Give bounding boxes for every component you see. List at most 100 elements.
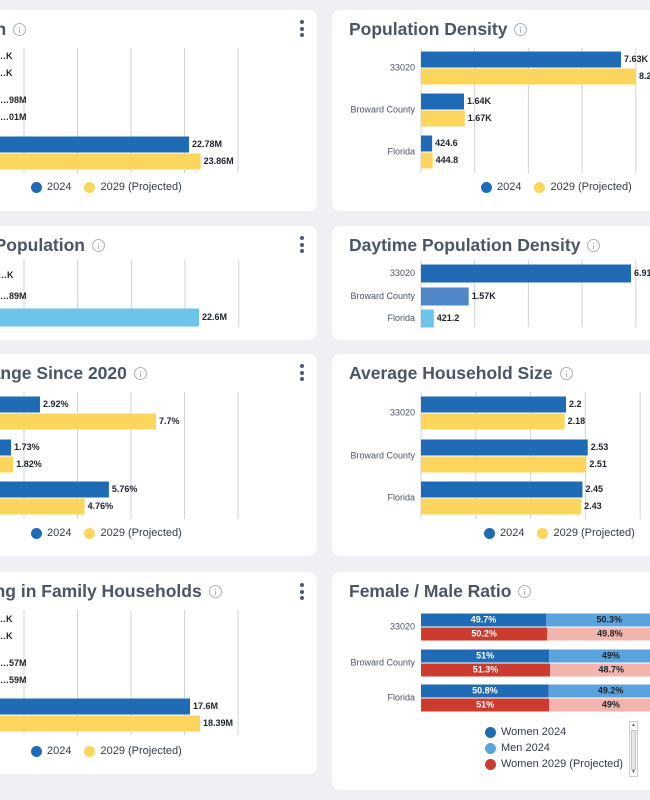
value-label: 49.2% [598,685,624,695]
category-label: Florida [387,692,415,702]
legend-dot-icon [485,758,496,770]
card-title-text: Daytime Population Density [349,235,581,255]
info-icon[interactable] [208,585,222,598]
info-icon[interactable] [587,239,601,252]
legend-item-2029[interactable]: 2029 (Projected) [534,181,632,193]
bar [0,153,201,170]
bar [0,413,156,430]
legend-dot-icon [481,181,492,193]
chart-legend: 2024 2029 (Projected) [31,527,195,539]
card-title-text: hange Since 2020 [0,363,127,383]
scroll-down-icon[interactable]: ▼ [631,769,636,775]
more-options-icon[interactable] [299,20,305,40]
legend-item-women-2024[interactable]: Women 2024 [485,724,625,740]
card-population-density: Population Density 33020 7.63K 8.2… Broward… [332,10,650,211]
more-options-icon[interactable] [299,583,305,603]
bar [0,698,191,715]
legend-item-2024[interactable]: 2024 [31,745,71,757]
bar [0,439,12,456]
value-label: 50.2% [471,628,497,638]
value-label: 421.2 [437,313,460,323]
legend-scrollbar[interactable]: ▲ ▼ [629,721,638,777]
ratio-legend: Women 2024 Men 2024 Women 2029 (Projecte… [485,724,625,774]
info-icon[interactable] [92,239,105,252]
bar-men [549,698,650,712]
legend-item-women-2029[interactable]: Women 2029 (Projected) [485,756,625,772]
bar [421,481,583,498]
card-title-text: Average Household Size [349,363,553,383]
card-title: hange Since 2020 [0,363,147,384]
card-population: ion …K …K …98M …01M 22.78M 23.86M 2024 2029 (… [0,10,317,211]
legend-item-2029[interactable]: 2029 (Projected) [84,527,182,539]
value-label: 2.92% [43,399,69,409]
card-family-households: ving in Family Households …K …K …57M …59M 17… [0,572,317,774]
population-chart: …K …K …98M …01M 22.78M 23.86M [0,48,239,173]
bar-women [421,684,549,698]
category-label: 33020 [390,62,415,72]
value-label: 2.45 [585,484,603,494]
value-label: 2.2 [569,399,582,409]
legend-item-2029[interactable]: 2029 (Projected) [537,527,635,539]
value-label: 2.53 [591,442,609,452]
value-label: 6.91… [634,268,650,278]
legend-item-2029[interactable]: 2029 (Projected) [84,745,182,757]
bar [421,498,582,515]
average-household-size-chart: 33020 2.2 2.18 Broward County 2.53 2.51 Florid… [350,392,641,519]
legend-item-men-2024[interactable]: Men 2024 [485,740,625,756]
scroll-up-icon[interactable]: ▲ [631,722,636,728]
info-icon[interactable] [514,23,528,36]
value-label: …89M [0,291,27,301]
card-title-text: ving in Family Households [0,581,202,601]
value-label: 51% [476,650,494,660]
category-label: Broward County [350,291,415,301]
daytime-population-density-chart: 33020 6.91… Broward County 1.57K Florida 421.… [350,260,650,328]
population-change-chart: 2.92% 7.7% 1.73% 1.82% 5.76% 4.76% [0,392,239,519]
card-population-change: hange Since 2020 2.92% 7.7% 1.73% 1.82% 5.76… [0,354,317,556]
legend-item-2024[interactable]: 2024 [481,181,521,193]
legend-dot-icon [484,527,495,539]
bar [421,413,565,430]
value-label: 2.18 [568,416,586,426]
info-icon[interactable] [13,23,27,36]
card-title-text: e Population [0,235,85,255]
value-label: 50.3% [596,614,622,624]
population-density-chart: 33020 7.63K 8.2… Broward County 1.64K 1.67K Fl… [350,48,650,173]
legend-item-2024[interactable]: 2024 [31,527,71,539]
chart-legend: 2024 2029 (Projected) [484,527,648,539]
value-label: 2.51 [589,459,607,469]
bar [421,456,587,473]
bar [421,93,464,110]
chart-legend: 2024 2029 (Projected) [31,181,195,193]
legend-item-men-2029[interactable]: Men 2029 (Projected) [485,772,625,774]
value-label: 51.3% [473,664,499,674]
category-label: Broward County [350,450,415,460]
more-options-icon[interactable] [299,236,305,256]
scrollbar-thumb[interactable] [631,730,636,770]
value-label: 4.76% [88,501,114,511]
category-label: Florida [387,146,415,156]
value-label: 22.78M [192,139,222,149]
info-icon[interactable] [518,585,532,598]
legend-item-2024[interactable]: 2024 [484,527,524,539]
card-daytime-population: e Population …K …89M 22.6M [0,226,317,340]
daytime-population-chart: …K …89M 22.6M [0,260,240,327]
legend-item-2024[interactable]: 2024 [31,181,71,193]
category-label: Florida [387,313,415,323]
bar [421,309,434,328]
more-options-icon[interactable] [299,364,305,384]
value-label: …K [0,51,13,61]
info-icon[interactable] [133,367,147,380]
bar [0,715,201,732]
category-label: 33020 [390,407,415,417]
bar [421,152,433,169]
bar [0,481,109,498]
info-icon[interactable] [559,367,573,380]
legend-item-2029[interactable]: 2029 (Projected) [84,181,182,193]
category-label: Florida [387,492,415,502]
value-label: 49.8% [597,628,623,638]
bar [421,135,433,152]
bar-women [421,613,546,627]
legend-dot-icon [84,527,96,539]
category-label: Broward County [350,104,415,114]
category-label: 33020 [390,621,415,631]
